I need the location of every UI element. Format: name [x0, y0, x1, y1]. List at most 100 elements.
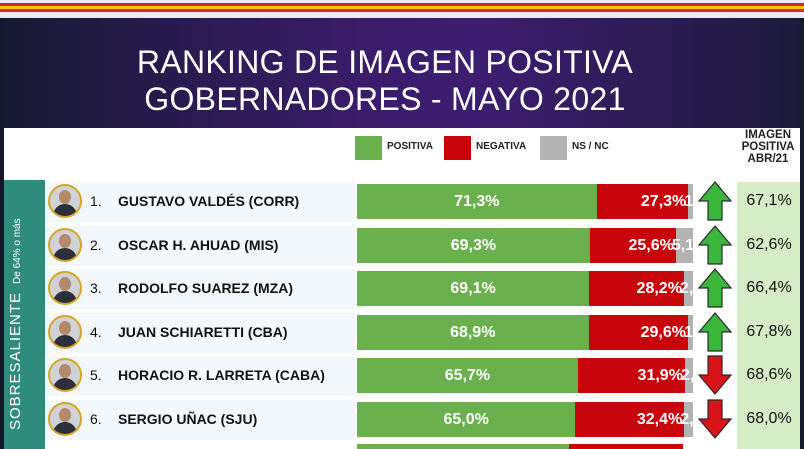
bar-nsnc — [684, 401, 693, 437]
arrow-down-icon — [698, 355, 732, 395]
bar-negativa-label: 25,6% — [628, 236, 674, 254]
avatar-head — [59, 364, 71, 378]
governor-name: HORACIO R. LARRETA (CABA) — [118, 367, 325, 383]
arrow-up-icon — [698, 311, 732, 352]
legend-swatch-negativa — [444, 136, 471, 160]
avatar-head — [59, 407, 71, 422]
flag-stripe-red-2 — [0, 9, 804, 12]
bar-positiva — [357, 314, 589, 350]
title-banner: RANKING DE IMAGEN POSITIVA GOBERNADORES … — [0, 18, 804, 128]
trend-arrow-shape — [698, 355, 732, 395]
bar-positiva — [357, 401, 576, 437]
rank-number: 1. — [90, 193, 102, 209]
previous-column-background — [737, 182, 800, 449]
governor-name: OSCAR H. AHUAD (MIS) — [118, 236, 279, 253]
legend-label-nsnc: NS / NC — [572, 141, 609, 152]
rank-number: 4. — [90, 323, 102, 340]
frame-left — [0, 18, 4, 449]
row-background — [45, 312, 355, 353]
bar-positiva-label: 65,0% — [443, 410, 489, 428]
previous-header-line-3: ABR/21 — [747, 153, 789, 165]
category-sublabel: De 64% o más — [12, 218, 23, 284]
avatar-head — [59, 190, 71, 204]
rank-number: 6. — [90, 410, 102, 427]
arrow-up-icon — [698, 181, 732, 221]
row-background — [45, 225, 355, 266]
bar-negativa-label: 29,6% — [640, 323, 686, 341]
row-background — [45, 399, 355, 440]
trend-arrow-shape — [698, 311, 732, 352]
row-background — [45, 356, 355, 396]
bar-nsnc — [688, 184, 693, 219]
bar-nsnc-label: 5,1% — [671, 236, 695, 254]
frame-right — [800, 18, 804, 449]
avatar — [48, 358, 82, 392]
bar-nsnc — [684, 358, 693, 393]
previous-header-line-1: IMAGEN — [745, 129, 791, 141]
trend-arrow-shape — [698, 268, 732, 308]
bar-negativa-label: 28,2% — [636, 280, 682, 297]
bar-nsnc-label: 1,4% — [684, 193, 695, 210]
avatar — [48, 184, 82, 218]
bar-positiva-label: 68,9% — [450, 323, 496, 341]
avatar-body — [53, 204, 77, 216]
trend-arrow-shape — [698, 224, 732, 265]
previous-column-header: IMAGEN POSITIVA ABR/21 — [733, 129, 803, 165]
avatar — [48, 227, 82, 262]
flag-stripe-yellow — [0, 6, 804, 9]
arrow-up-icon — [698, 224, 732, 265]
governor-name: GUSTAVO VALDÉS (CORR) — [118, 193, 300, 209]
rank-number: 5. — [90, 367, 102, 383]
row-background — [45, 182, 355, 222]
avatar-body — [53, 334, 77, 347]
previous-value: 68,6% — [746, 366, 792, 383]
bar-nsnc — [687, 314, 693, 350]
bar-positiva-label: 69,3% — [450, 236, 497, 254]
governor-name: SERGIO UÑAC (SJU) — [118, 410, 258, 427]
avatar-body — [53, 378, 77, 390]
avatar-body — [53, 421, 77, 434]
bar-nsnc-label: 2,4% — [680, 367, 695, 384]
legend-swatch-nsnc — [540, 136, 567, 160]
avatar-body — [53, 291, 77, 303]
legend-swatch-positiva — [355, 136, 382, 160]
bar-negativa — [588, 314, 688, 350]
bar-negativa-label: 31,9% — [637, 367, 683, 384]
bar-positiva — [357, 358, 578, 393]
category-label: SOBRESALIENTE — [7, 291, 24, 430]
arrow-down-icon — [698, 398, 732, 439]
bar-nsnc-label: 1,5% — [683, 323, 695, 341]
governor-name: RODOLFO SUAREZ (MZA) — [118, 280, 293, 296]
bar-negativa-label: 27,3% — [640, 193, 687, 210]
bar-positiva — [357, 227, 590, 263]
previous-value: 67,1% — [746, 192, 792, 209]
title-line-2: GOBERNADORES - MAYO 2021 — [144, 81, 626, 117]
legend-label-positiva: POSITIVA — [387, 141, 433, 152]
avatar-head — [59, 233, 71, 248]
bar-negativa — [589, 227, 676, 263]
bar-positiva-label: 65,7% — [444, 367, 491, 384]
bar-nsnc-label: 2,7% — [679, 280, 695, 297]
previous-header-line-2: POSITIVA — [741, 141, 795, 153]
bar-negativa-label: 32,4% — [636, 410, 683, 428]
category-band — [4, 180, 45, 449]
previous-value: 66,4% — [746, 279, 792, 296]
avatar — [48, 314, 82, 349]
bar-negativa — [596, 184, 689, 219]
avatar-head — [59, 320, 71, 335]
title-line-1: RANKING DE IMAGEN POSITIVA — [136, 44, 634, 80]
flag-stripe-red — [0, 3, 804, 6]
bar-positiva — [357, 184, 597, 219]
governor-name: JUAN SCHIARETTI (CBA) — [118, 323, 288, 340]
avatar-body — [53, 247, 77, 260]
arrow-up-icon — [698, 268, 732, 308]
bar-negativa — [577, 358, 685, 393]
trend-arrow-shape — [698, 181, 732, 221]
bar-positiva — [357, 271, 590, 306]
avatar-head — [59, 277, 71, 291]
rank-number: 3. — [90, 280, 102, 296]
avatar — [48, 271, 82, 305]
bar-negativa — [575, 401, 685, 437]
row-background — [45, 269, 355, 309]
bar-nsnc — [675, 227, 693, 263]
